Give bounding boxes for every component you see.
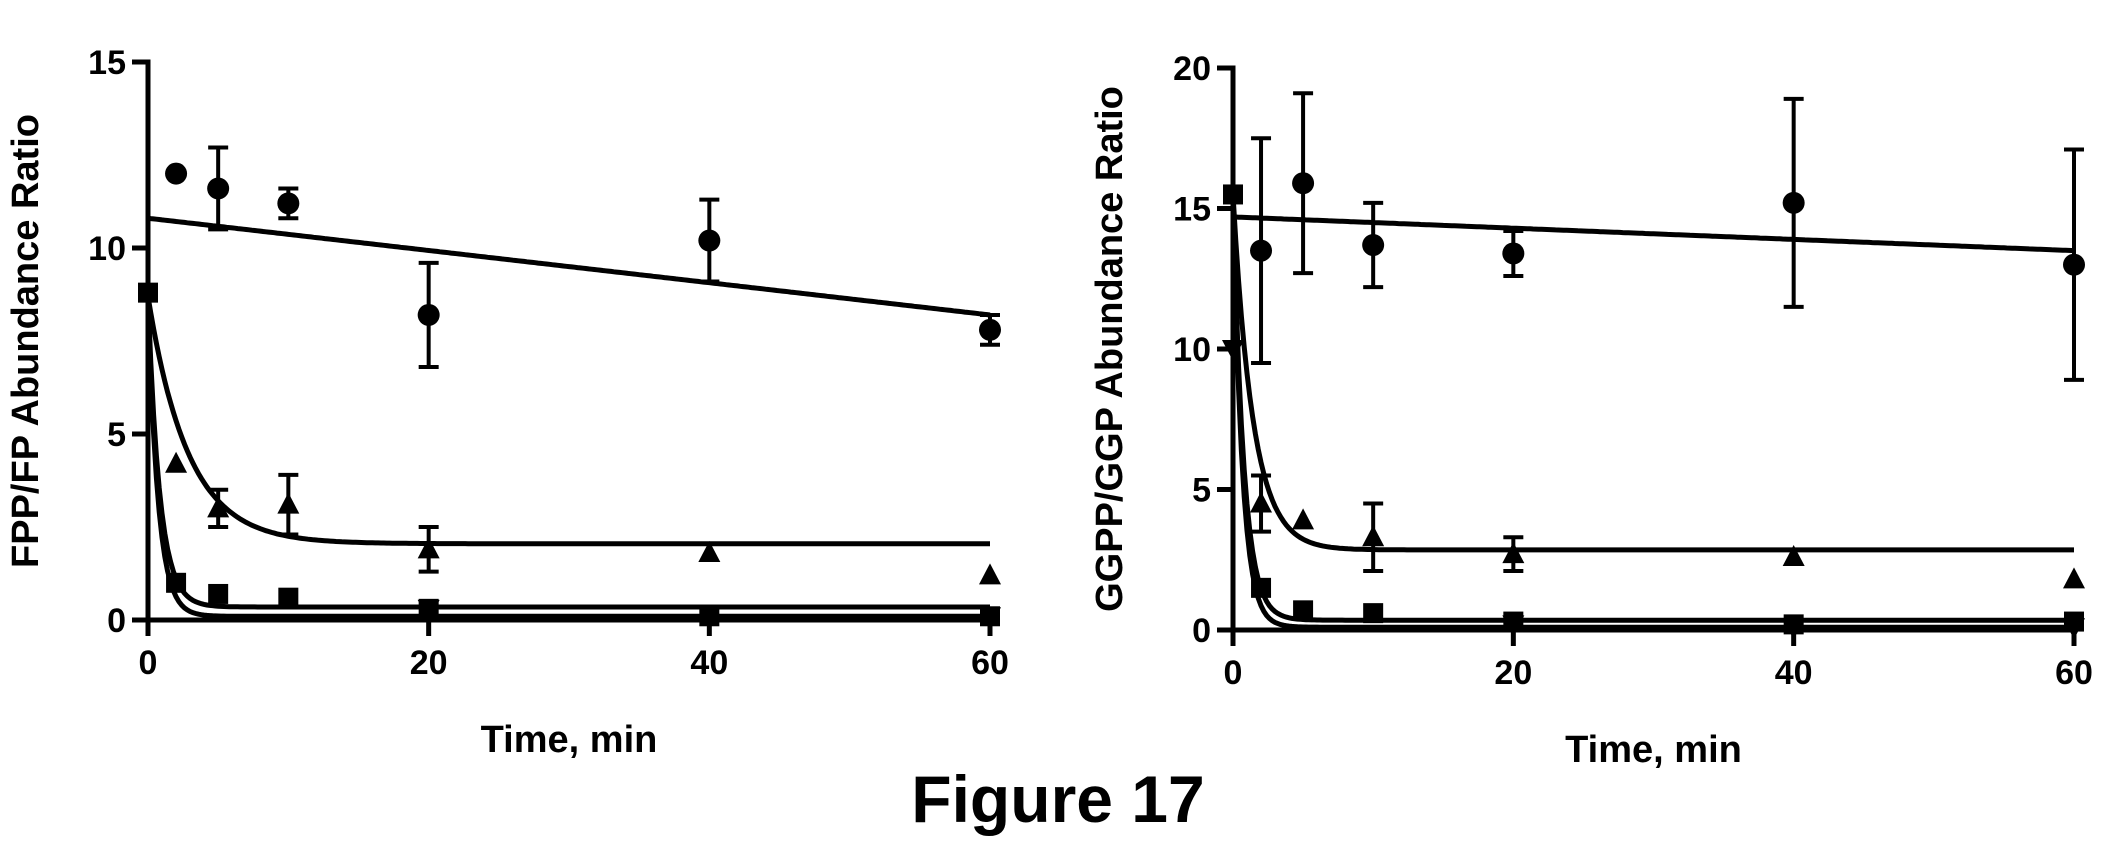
data-point-square: [1223, 184, 1243, 205]
fit-curve-circle: [1232, 214, 2075, 254]
y-tick-label: 15: [88, 44, 126, 82]
y-tick-label: 5: [107, 416, 126, 454]
x-tick-label: 0: [1224, 654, 1243, 692]
data-point-triangle: [165, 451, 188, 473]
fit-curve-square: [145, 296, 990, 610]
data-point-triangle: [1250, 491, 1273, 513]
x-tick-label: 40: [1775, 654, 1813, 692]
y-axis-label: FPP/FP Abundance Ratio: [5, 114, 47, 568]
data-point-triangle-down: [417, 599, 440, 621]
x-axis-label: Time, min: [481, 719, 658, 761]
data-point-triangle-down: [979, 607, 1001, 629]
data-point-circle: [207, 177, 230, 200]
x-axis-label: Time, min: [1565, 729, 1742, 771]
data-point-triangle: [1362, 525, 1385, 547]
data-point-circle: [698, 229, 721, 252]
data-point-circle: [1250, 239, 1273, 262]
x-tick-label: 60: [2055, 654, 2093, 692]
fpp-fp-chart: 0 5 10 15 0 20 40 60 Time, min FPP/FP Abundance R…: [5, 44, 1009, 761]
y-tick-label: 10: [1173, 331, 1211, 369]
data-point-triangle: [417, 537, 440, 559]
data-point-triangle: [1782, 544, 1805, 566]
data-point-circle: [165, 162, 188, 185]
figure-caption: Figure 17: [911, 762, 1204, 836]
fit-curve-triangle: [145, 295, 990, 547]
data-point-triangle-down: [2063, 618, 2085, 640]
data-point-triangle: [1292, 508, 1315, 530]
data-point-circle: [1362, 234, 1385, 257]
x-tick-label: 60: [971, 644, 1009, 682]
data-point-square: [1251, 577, 1272, 598]
ggpp-ggp-chart: 0 5 10 15 20 0 20 40 60 Time, min GGPP/GGP Abundan…: [1089, 50, 2093, 771]
y-axis-label: GGPP/GGP Abundance Ratio: [1089, 86, 1131, 612]
fit-curve-triangle-down: [145, 296, 990, 619]
data-point-triangle: [698, 541, 721, 563]
y-tick-label: 10: [88, 230, 126, 268]
data-point-square: [166, 572, 187, 593]
fit-curve-circle: [147, 215, 991, 318]
data-point-square: [278, 587, 299, 608]
x-tick-label: 20: [410, 644, 448, 682]
data-point-square: [138, 282, 158, 303]
x-tick-label: 40: [690, 644, 728, 682]
data-point-circle: [1782, 191, 1805, 214]
x-tick-label: 0: [139, 644, 158, 682]
data-point-square: [1293, 600, 1314, 621]
data-point-triangle-down: [1502, 615, 1525, 637]
data-point-circle: [1292, 172, 1315, 195]
data-point-triangle: [1502, 542, 1525, 564]
y-tick-label: 0: [107, 602, 126, 640]
data-point-square: [1363, 603, 1384, 624]
data-point-triangle-down: [698, 607, 721, 629]
data-point-triangle-down: [1782, 618, 1805, 640]
data-point-circle: [979, 318, 1001, 341]
data-point-triangle: [207, 496, 230, 518]
y-tick-label: 20: [1173, 50, 1211, 88]
data-point-circle: [417, 303, 440, 326]
data-point-triangle: [979, 563, 1001, 585]
fit-curve-square: [1230, 194, 2074, 623]
data-point-circle: [277, 192, 300, 215]
y-tick-label: 0: [1192, 612, 1211, 650]
data-point-triangle-down: [1222, 340, 1244, 361]
data-point-square: [208, 583, 229, 604]
fit-curve-triangle-down: [1230, 194, 2074, 630]
data-point-triangle: [277, 492, 300, 514]
data-point-circle: [1502, 242, 1525, 265]
data-point-circle: [2063, 253, 2085, 276]
data-point-triangle: [2063, 567, 2085, 589]
y-tick-label: 15: [1173, 191, 1211, 229]
y-tick-label: 5: [1192, 472, 1211, 510]
x-tick-label: 20: [1494, 654, 1532, 692]
